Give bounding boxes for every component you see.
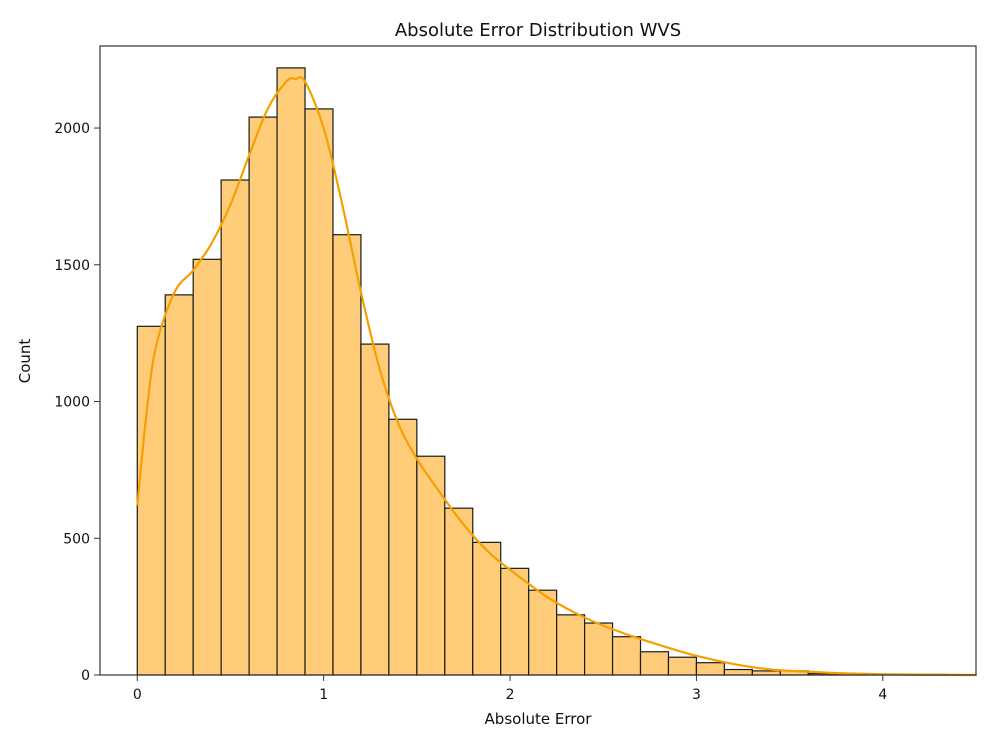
x-axis-label: Absolute Error xyxy=(485,710,593,728)
histogram-bar xyxy=(751,670,781,676)
histogram-bar xyxy=(332,234,362,676)
histogram-bar xyxy=(667,656,698,676)
x-tick-label: 4 xyxy=(878,687,887,703)
histogram-bar xyxy=(444,507,474,676)
histogram-bar xyxy=(528,589,558,676)
y-tick-label: 1500 xyxy=(54,258,90,274)
histogram-bar xyxy=(416,455,446,676)
kde-group xyxy=(136,75,977,677)
histogram-bar xyxy=(220,179,250,676)
plot-frame xyxy=(99,45,977,676)
histogram-bar xyxy=(695,662,725,676)
x-tick-label: 3 xyxy=(692,687,701,703)
chart-title: Absolute Error Distribution WVS xyxy=(395,20,681,41)
histogram-bar xyxy=(611,636,642,676)
kde-line xyxy=(136,75,977,677)
histogram-bar xyxy=(164,294,194,676)
histogram-bar xyxy=(500,567,530,676)
histogram-bar xyxy=(304,108,334,676)
histogram-bar xyxy=(192,258,222,676)
y-tick-label: 0 xyxy=(81,668,90,684)
histogram-bar xyxy=(136,325,166,676)
x-tick-label: 1 xyxy=(319,687,328,703)
histogram-bar xyxy=(388,418,418,676)
histogram-bar xyxy=(583,622,614,676)
axes-group: 0 1 2 3 4 0 500 1000 1500 2000 xyxy=(54,45,977,703)
y-tick-label: 1000 xyxy=(54,395,90,411)
histogram-bar xyxy=(276,67,306,676)
histogram-bar xyxy=(639,651,670,676)
histogram-bar xyxy=(360,343,390,676)
histogram-bar xyxy=(472,541,502,676)
histogram-bar xyxy=(556,614,586,676)
y-axis-label: Count xyxy=(16,339,34,384)
bars-group xyxy=(136,67,977,676)
y-tick-label: 2000 xyxy=(54,121,90,137)
x-tick-label: 0 xyxy=(133,687,142,703)
y-tick-label: 500 xyxy=(63,531,90,547)
histogram-bar xyxy=(723,668,753,676)
histogram-bar xyxy=(248,116,278,676)
x-tick-label: 2 xyxy=(506,687,515,703)
